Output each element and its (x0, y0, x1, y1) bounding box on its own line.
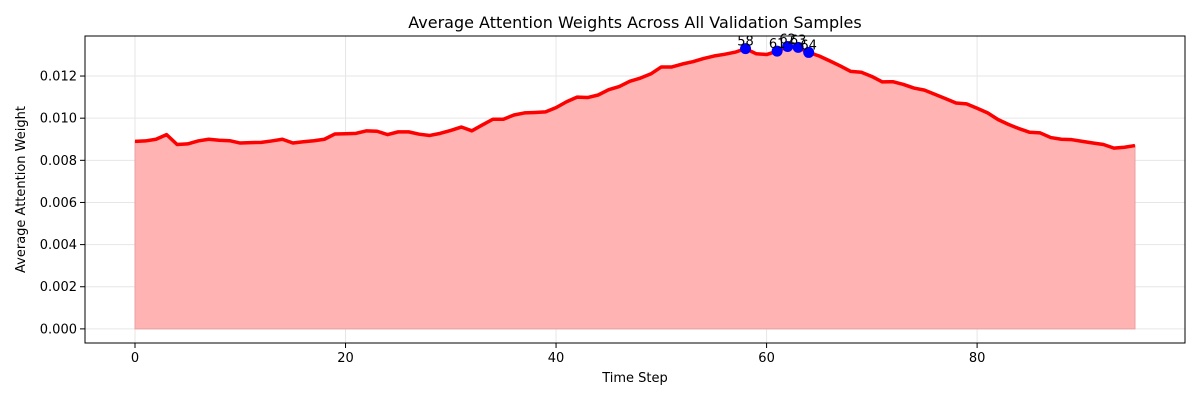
highlight-marker (782, 41, 794, 53)
x-tick-label: 40 (548, 351, 565, 366)
y-tick-label: 0.006 (40, 196, 77, 211)
series-line (134, 44, 1136, 150)
y-axis-ticks: 0.000 0.002 0.004 0.006 0.008 0.010 0.012 (40, 70, 85, 337)
y-tick-label: 0.000 (40, 322, 77, 337)
highlight-label: 61 (769, 37, 786, 52)
y-tick-label: 0.002 (40, 280, 77, 295)
x-axis-ticks: 0 20 40 60 80 (131, 343, 986, 366)
highlight-marker (803, 46, 815, 58)
chart-title: Average Attention Weights Across All Val… (408, 13, 861, 32)
y-tick-label: 0.008 (40, 154, 77, 169)
y-tick-label: 0.004 (40, 238, 77, 253)
x-tick-label: 80 (969, 351, 986, 366)
series-line-layer (134, 44, 1136, 150)
x-tick-label: 0 (131, 351, 139, 366)
highlight-marker (771, 45, 783, 57)
x-tick-label: 20 (337, 351, 354, 366)
plot-frame (84, 35, 1186, 344)
x-axis-label: Time Step (601, 371, 668, 386)
x-tick-label: 60 (758, 351, 775, 366)
highlight-label: 64 (800, 38, 817, 53)
highlight-label: 58 (737, 35, 754, 50)
highlight-label: 63 (790, 33, 807, 48)
y-tick-label: 0.010 (40, 112, 77, 127)
y-tick-label: 0.012 (40, 70, 77, 85)
y-axis-label: Average Attention Weight (14, 106, 29, 273)
highlight-marker (740, 43, 752, 55)
highlight-marker (792, 41, 804, 53)
